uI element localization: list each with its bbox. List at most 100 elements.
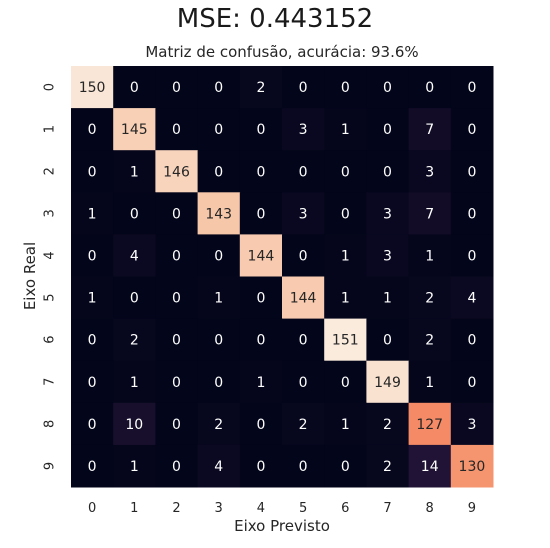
y-tick-label: 9 — [43, 462, 58, 470]
heatmap-cell-r8-c6 — [324, 402, 367, 446]
cell-annotation-r2-c8: 3 — [425, 164, 434, 180]
heatmap-cell-r5-c2 — [155, 276, 199, 320]
cell-annotation-r2-c6: 0 — [341, 164, 350, 180]
heatmap-cell-r9-c3 — [197, 444, 241, 488]
heatmap-cell-r0-c5 — [282, 66, 325, 109]
cell-annotation-r5-c0: 1 — [88, 291, 97, 307]
cell-annotation-r0-c9: 0 — [467, 80, 476, 96]
cell-annotation-r7-c2: 0 — [172, 375, 181, 391]
heatmap-cell-r6-c8 — [408, 318, 452, 362]
y-tick-label: 5 — [43, 293, 58, 301]
cell-annotation-r2-c9: 0 — [467, 164, 476, 180]
cell-annotation-r9-c6: 0 — [341, 459, 350, 475]
heatmap-cell-r6-c6 — [324, 318, 367, 362]
heatmap-cell-r1-c5 — [282, 108, 325, 151]
heatmap-cell-r7-c8 — [408, 360, 452, 404]
y-tick-label: 4 — [43, 251, 58, 259]
cell-annotation-r3-c8: 7 — [425, 206, 434, 222]
heatmap-cell-r4-c2 — [155, 234, 199, 277]
cell-annotation-r5-c8: 2 — [425, 291, 434, 307]
heatmap-cell-r7-c2 — [155, 360, 199, 404]
heatmap-cell-r9-c5 — [282, 444, 325, 488]
x-tick-label: 5 — [299, 501, 307, 516]
cell-annotation-r0-c5: 0 — [299, 80, 308, 96]
x-tick-label: 1 — [130, 501, 138, 516]
heatmap-cell-r0-c6 — [324, 66, 367, 109]
cell-annotation-r4-c8: 1 — [425, 248, 434, 264]
heatmap-cell-r4-c8 — [408, 234, 452, 277]
heatmap-cells — [71, 66, 494, 488]
cell-annotation-r2-c7: 0 — [383, 164, 392, 180]
heatmap-cell-r9-c0 — [71, 444, 114, 488]
cell-annotation-r3-c1: 0 — [130, 206, 139, 222]
heatmap-cell-r5-c4 — [239, 276, 283, 320]
heatmap-cell-r2-c7 — [366, 150, 410, 193]
cell-annotation-r0-c4: 2 — [256, 80, 265, 96]
cell-annotation-r7-c6: 0 — [341, 375, 350, 391]
heatmap-cell-r6-c2 — [155, 318, 199, 362]
cell-annotation-r1-c5: 3 — [299, 122, 308, 138]
heatmap-cell-r9-c8 — [408, 444, 452, 488]
cell-annotation-r3-c3: 143 — [205, 206, 232, 222]
heatmap-cell-r4-c4 — [239, 234, 283, 277]
cell-annotation-r6-c2: 0 — [172, 333, 181, 349]
cell-annotation-r9-c1: 1 — [130, 459, 139, 475]
heatmap-cell-r7-c9 — [450, 360, 494, 404]
cell-annotation-r8-c6: 1 — [341, 417, 350, 433]
heatmap-cell-r9-c6 — [324, 444, 367, 488]
cell-annotation-r1-c0: 0 — [88, 122, 97, 138]
chart-title: Matriz de confusão, acurácia: 93.6% — [145, 43, 418, 61]
heatmap-cell-r8-c2 — [155, 402, 199, 446]
heatmap-cell-r7-c4 — [239, 360, 283, 404]
cell-annotation-r4-c1: 4 — [130, 248, 139, 264]
heatmap-cell-r3-c6 — [324, 192, 367, 235]
y-tick-label: 8 — [43, 420, 58, 428]
heatmap-cell-r0-c3 — [197, 66, 241, 109]
heatmap-cell-r6-c3 — [197, 318, 241, 362]
cell-annotation-r9-c8: 14 — [421, 459, 439, 475]
cell-annotation-r5-c3: 1 — [214, 291, 223, 307]
cell-annotation-r3-c5: 3 — [299, 206, 308, 222]
y-tick-label: 1 — [43, 125, 58, 133]
heatmap-cell-r2-c2 — [155, 150, 199, 193]
heatmap-cell-r7-c6 — [324, 360, 367, 404]
cell-annotation-r5-c4: 0 — [256, 291, 265, 307]
cell-annotation-r1-c8: 7 — [425, 122, 434, 138]
heatmap-cell-r0-c9 — [450, 66, 494, 109]
y-tick-label: 3 — [43, 209, 58, 217]
cell-annotation-r2-c1: 1 — [130, 164, 139, 180]
cell-annotation-r8-c3: 2 — [214, 417, 223, 433]
cell-annotation-r2-c2: 146 — [163, 164, 190, 180]
heatmap-cell-r3-c7 — [366, 192, 410, 235]
y-tick-label: 7 — [43, 378, 58, 386]
cell-annotation-r9-c4: 0 — [256, 459, 265, 475]
cell-annotation-r7-c8: 1 — [425, 375, 434, 391]
cell-annotation-r7-c5: 0 — [299, 375, 308, 391]
heatmap-cell-r2-c5 — [282, 150, 325, 193]
cell-annotation-r1-c7: 0 — [383, 122, 392, 138]
heatmap-cell-r8-c4 — [239, 402, 283, 446]
cell-annotation-r1-c1: 145 — [121, 122, 148, 138]
cell-annotation-r7-c4: 1 — [256, 375, 265, 391]
cell-annotation-r8-c8: 127 — [416, 417, 443, 433]
heatmap-cell-r4-c1 — [113, 234, 156, 277]
heatmap-cell-r4-c9 — [450, 234, 494, 277]
heatmap-cell-r0-c8 — [408, 66, 452, 109]
heatmap-cell-r1-c7 — [366, 108, 410, 151]
heatmap-cell-r5-c3 — [197, 276, 241, 320]
heatmap-cell-r7-c0 — [71, 360, 114, 404]
cell-annotation-r6-c7: 0 — [383, 333, 392, 349]
heatmap-cell-r4-c5 — [282, 234, 325, 277]
heatmap-cell-r8-c9 — [450, 402, 494, 446]
cell-annotation-r0-c6: 0 — [341, 80, 350, 96]
y-tick-label: 2 — [43, 167, 58, 175]
heatmap-cell-r6-c0 — [71, 318, 114, 362]
heatmap-cell-r3-c2 — [155, 192, 199, 235]
cell-annotation-r9-c9: 130 — [459, 459, 486, 475]
x-tick-label: 8 — [426, 501, 434, 516]
heatmap-cell-r8-c8 — [408, 402, 452, 446]
heatmap-cell-r2-c6 — [324, 150, 367, 193]
heatmap-cell-r0-c0 — [71, 66, 114, 109]
cell-annotation-r1-c4: 0 — [256, 122, 265, 138]
heatmap-cell-r3-c0 — [71, 192, 114, 235]
